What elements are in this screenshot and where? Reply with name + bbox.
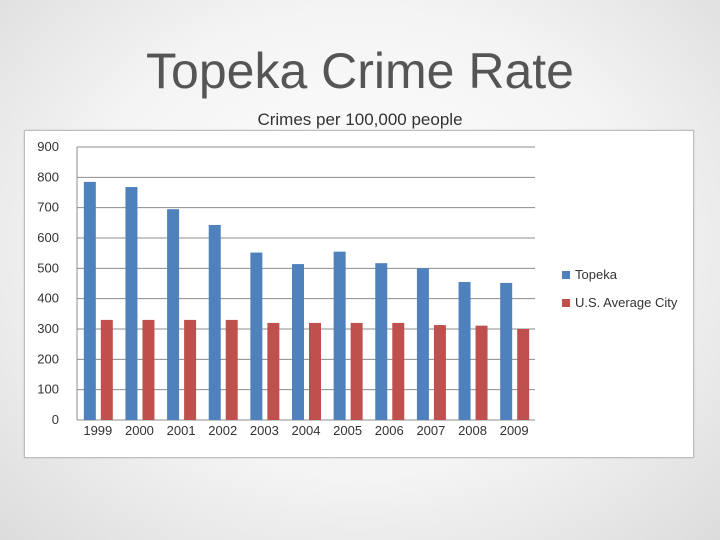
y-tick-label: 700 bbox=[37, 200, 59, 215]
bar-topeka-1999 bbox=[83, 181, 96, 420]
slide-subtitle: Crimes per 100,000 people bbox=[257, 110, 463, 129]
bar-topeka-2007 bbox=[416, 268, 429, 420]
bar-u-s-average-city-2005 bbox=[350, 322, 363, 420]
x-tick-label: 2000 bbox=[125, 423, 154, 438]
bar-chart: 0 100 200 300 400 500 600 700 800 900 1999 2000 2001… bbox=[37, 139, 678, 438]
y-tick-label: 300 bbox=[37, 321, 59, 336]
bar-topeka-2005 bbox=[333, 251, 346, 420]
bar-u-s-average-city-2003 bbox=[267, 322, 280, 420]
x-tick-label: 2007 bbox=[416, 423, 445, 438]
x-tick-label: 1999 bbox=[83, 423, 112, 438]
x-tick-label: 2004 bbox=[292, 423, 321, 438]
x-tick-label: 2001 bbox=[167, 423, 196, 438]
slide-title: Topeka Crime Rate bbox=[146, 43, 574, 99]
bar-u-s-average-city-2007 bbox=[433, 325, 446, 420]
y-tick-label: 900 bbox=[37, 139, 59, 154]
bar-u-s-average-city-1999 bbox=[100, 319, 113, 420]
tick-labels: 0 100 200 300 400 500 600 700 800 900 1999 2000 2001… bbox=[37, 139, 528, 438]
x-tick-label: 2003 bbox=[250, 423, 279, 438]
x-tick-label: 2006 bbox=[375, 423, 404, 438]
bar-u-s-average-city-2001 bbox=[184, 319, 197, 420]
bar-topeka-2006 bbox=[375, 263, 388, 420]
y-tick-label: 400 bbox=[37, 291, 59, 306]
legend-swatch bbox=[562, 271, 570, 279]
y-tick-label: 800 bbox=[37, 169, 59, 184]
y-tick-label: 100 bbox=[37, 382, 59, 397]
bar-u-s-average-city-2002 bbox=[225, 319, 238, 420]
legend-label: Topeka bbox=[575, 267, 618, 282]
y-tick-label: 0 bbox=[52, 412, 59, 427]
bars bbox=[83, 181, 530, 420]
y-tick-label: 500 bbox=[37, 260, 59, 275]
bar-u-s-average-city-2000 bbox=[142, 319, 155, 420]
bar-topeka-2001 bbox=[167, 209, 180, 420]
x-tick-label: 2009 bbox=[500, 423, 529, 438]
x-tick-label: 2008 bbox=[458, 423, 487, 438]
x-tick-label: 2002 bbox=[208, 423, 237, 438]
bar-u-s-average-city-2004 bbox=[309, 322, 321, 420]
legend-label: U.S. Average City bbox=[575, 295, 678, 310]
y-tick-label: 600 bbox=[37, 230, 59, 245]
legend: Topeka U.S. Average City bbox=[562, 267, 678, 310]
bar-topeka-2000 bbox=[125, 187, 138, 420]
legend-swatch bbox=[562, 299, 570, 307]
bar-u-s-average-city-2009 bbox=[517, 329, 530, 420]
y-tick-label: 200 bbox=[37, 351, 59, 366]
bar-topeka-2009 bbox=[500, 282, 513, 420]
bar-topeka-2004 bbox=[292, 264, 304, 420]
bar-u-s-average-city-2006 bbox=[392, 322, 405, 420]
bar-topeka-2003 bbox=[250, 252, 263, 420]
bar-topeka-2002 bbox=[208, 224, 221, 420]
bar-topeka-2008 bbox=[458, 281, 471, 420]
x-tick-label: 2005 bbox=[333, 423, 362, 438]
bar-u-s-average-city-2008 bbox=[475, 325, 488, 420]
chart-frame: 0 100 200 300 400 500 600 700 800 900 1999 2000 2001… bbox=[24, 130, 694, 458]
